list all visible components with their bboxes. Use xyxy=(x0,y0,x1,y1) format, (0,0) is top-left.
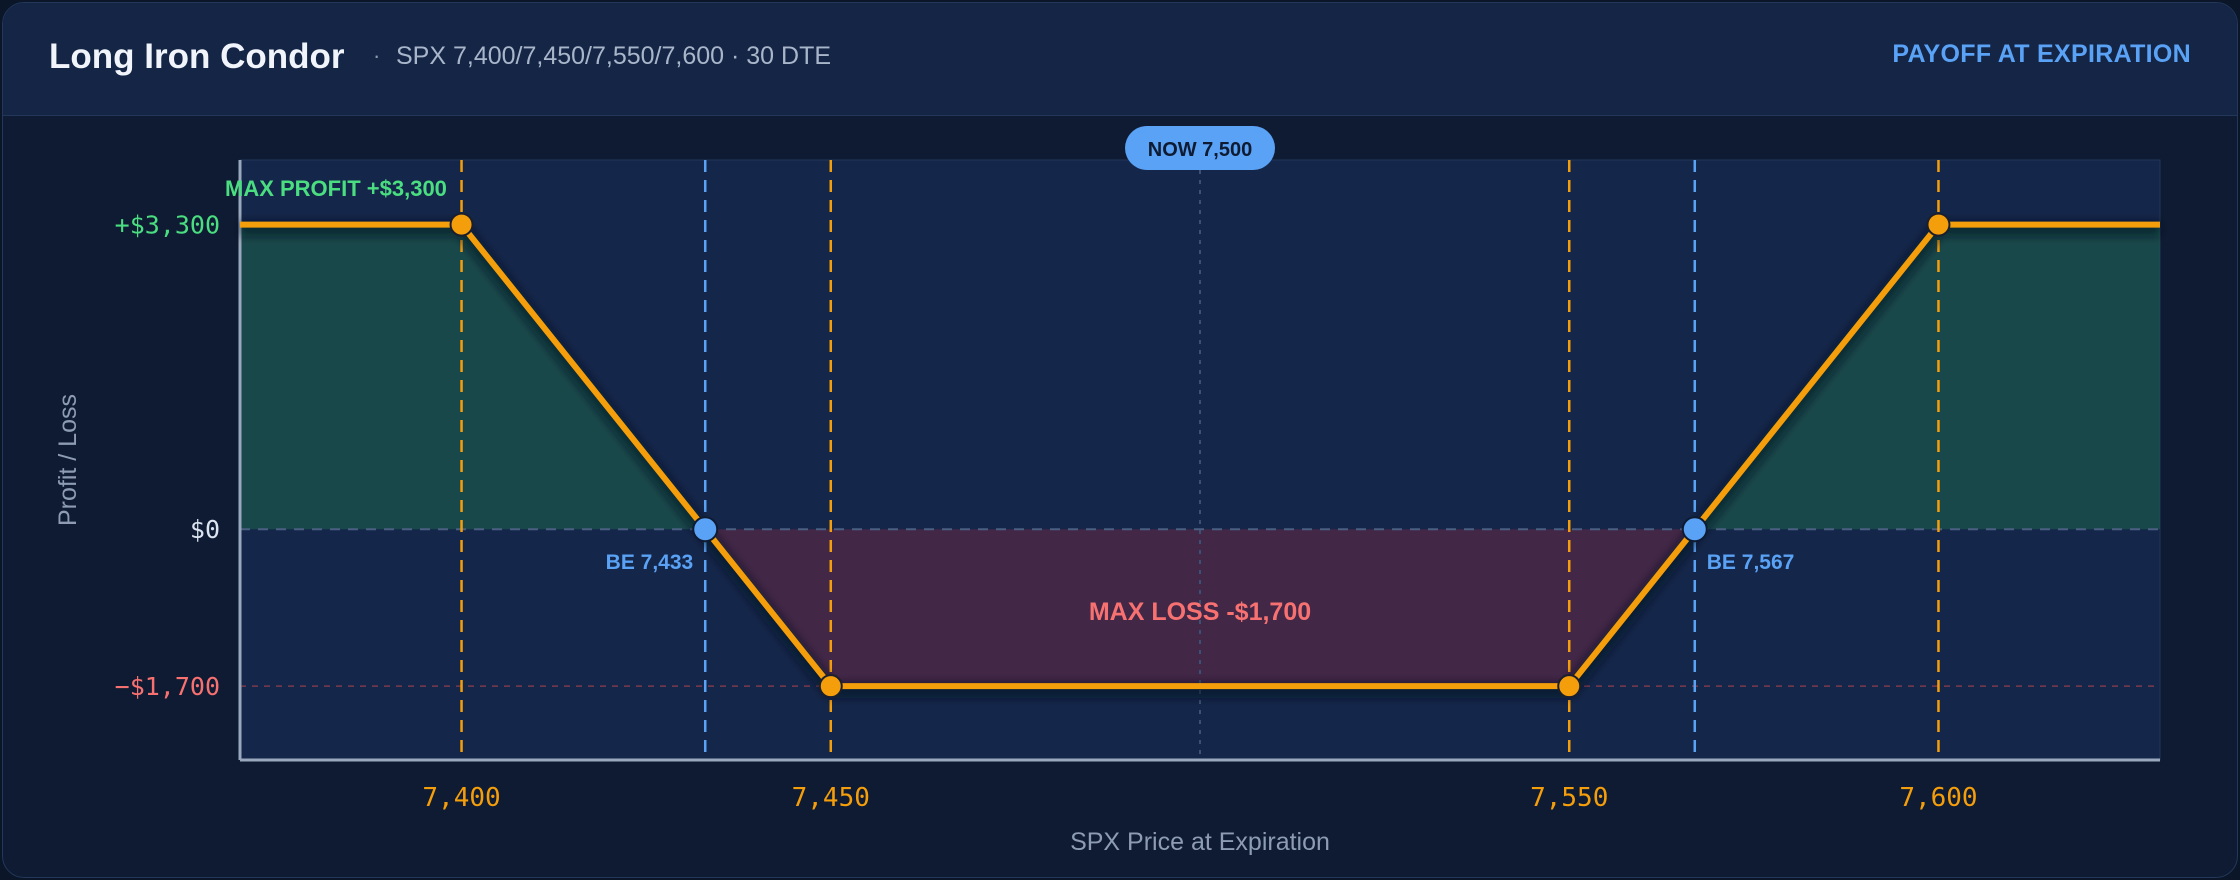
breakeven-point xyxy=(692,516,719,543)
strategy-subtitle: SPX 7,400/7,450/7,550/7,600 · 30 DTE xyxy=(396,42,832,70)
y-tick-label: +$3,300 xyxy=(115,211,220,240)
max-loss-label: MAX LOSS -$1,700 xyxy=(1089,598,1311,626)
breakeven-label: BE 7,433 xyxy=(606,551,694,574)
loss-zone xyxy=(705,529,1695,687)
profit-zone-left xyxy=(240,224,706,530)
breakeven-label: BE 7,567 xyxy=(1707,551,1795,574)
strategy-title: Long Iron Condor xyxy=(49,37,345,76)
y-tick-label: −$1,700 xyxy=(115,672,220,701)
x-axis-title: SPX Price at Expiration xyxy=(1070,828,1330,856)
strike-point xyxy=(449,212,474,237)
strike-point xyxy=(818,674,843,699)
y-tick-label: $0 xyxy=(190,515,220,544)
max-profit-label: MAX PROFIT +$3,300 xyxy=(225,176,447,201)
x-tick-label: 7,400 xyxy=(422,783,500,813)
x-tick-label: 7,600 xyxy=(1899,783,1977,813)
profit-zone-right xyxy=(1694,224,2160,530)
current-price-label: NOW 7,500 xyxy=(1148,139,1252,161)
strike-point xyxy=(1926,212,1951,237)
view-mode-label: PAYOFF AT EXPIRATION xyxy=(1892,40,2191,68)
title-separator: · xyxy=(373,43,381,68)
payoff-line xyxy=(240,221,2160,690)
strike-point xyxy=(1557,674,1582,699)
y-axis-title: Profit / Loss xyxy=(54,394,82,526)
breakeven-point xyxy=(1681,516,1708,543)
x-tick-label: 7,550 xyxy=(1530,783,1608,813)
current-price-pill xyxy=(1125,126,1275,170)
card-header: Long Iron Condor · SPX 7,400/7,450/7,550… xyxy=(3,3,2237,116)
x-tick-label: 7,450 xyxy=(792,783,870,813)
